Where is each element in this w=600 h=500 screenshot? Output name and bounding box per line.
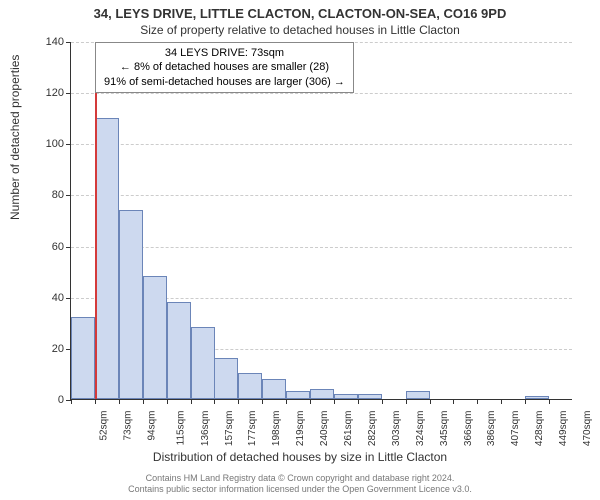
chart-title-address: 34, LEYS DRIVE, LITTLE CLACTON, CLACTON-… — [0, 0, 600, 21]
histogram-bar — [214, 358, 238, 399]
histogram-bar — [262, 379, 286, 399]
property-marker-line — [95, 42, 97, 399]
xtick-mark — [382, 399, 383, 404]
xtick-label: 261sqm — [343, 411, 354, 447]
xtick-label: 157sqm — [224, 411, 235, 447]
histogram-bar — [119, 210, 143, 399]
xtick-label: 240sqm — [319, 411, 330, 447]
license-line1: Contains HM Land Registry data © Crown c… — [0, 473, 600, 485]
ytick-mark — [66, 298, 71, 299]
xtick-mark — [549, 399, 550, 404]
ytick-label: 40 — [36, 292, 64, 304]
xtick-mark — [406, 399, 407, 404]
xtick-label: 52sqm — [99, 411, 110, 441]
xtick-mark — [286, 399, 287, 404]
xtick-label: 324sqm — [415, 411, 426, 447]
xtick-mark — [143, 399, 144, 404]
xtick-mark — [501, 399, 502, 404]
gridline — [71, 247, 572, 248]
histogram-bar — [310, 389, 334, 399]
license-text: Contains HM Land Registry data © Crown c… — [0, 473, 600, 496]
x-axis-label: Distribution of detached houses by size … — [0, 450, 600, 464]
annotation-line1: 34 LEYS DRIVE: 73sqm — [104, 46, 345, 60]
annotation-line2: ← 8% of detached houses are smaller (28) — [104, 60, 345, 74]
ytick-mark — [66, 144, 71, 145]
xtick-mark — [453, 399, 454, 404]
xtick-label: 198sqm — [271, 411, 282, 447]
xtick-mark — [334, 399, 335, 404]
license-line2: Contains public sector information licen… — [0, 484, 600, 496]
ytick-label: 20 — [36, 343, 64, 355]
xtick-label: 303sqm — [391, 411, 402, 447]
ytick-label: 120 — [36, 87, 64, 99]
xtick-label: 470sqm — [582, 411, 593, 447]
xtick-label: 282sqm — [367, 411, 378, 447]
xtick-label: 136sqm — [200, 411, 211, 447]
xtick-label: 115sqm — [175, 411, 186, 446]
xtick-mark — [262, 399, 263, 404]
histogram-bar — [525, 396, 549, 399]
gridline — [71, 93, 572, 94]
xtick-label: 219sqm — [295, 411, 306, 447]
ytick-label: 60 — [36, 241, 64, 253]
ytick-mark — [66, 42, 71, 43]
xtick-label: 407sqm — [510, 411, 521, 447]
histogram-bar — [358, 394, 382, 399]
y-axis-label: Number of detached properties — [8, 55, 22, 220]
xtick-label: 449sqm — [558, 411, 569, 447]
xtick-mark — [477, 399, 478, 404]
xtick-mark — [310, 399, 311, 404]
xtick-label: 345sqm — [439, 411, 450, 447]
histogram-bar — [334, 394, 358, 399]
gridline — [71, 144, 572, 145]
histogram-bar — [95, 118, 119, 399]
xtick-mark — [95, 399, 96, 404]
ytick-label: 80 — [36, 189, 64, 201]
xtick-mark — [191, 399, 192, 404]
xtick-mark — [238, 399, 239, 404]
ytick-label: 140 — [36, 36, 64, 48]
annotation-box: 34 LEYS DRIVE: 73sqm ← 8% of detached ho… — [95, 42, 354, 93]
xtick-mark — [430, 399, 431, 404]
xtick-mark — [119, 399, 120, 404]
ytick-mark — [66, 195, 71, 196]
histogram-bar — [406, 391, 430, 399]
ytick-label: 100 — [36, 138, 64, 150]
xtick-mark — [358, 399, 359, 404]
xtick-mark — [525, 399, 526, 404]
histogram-bar — [191, 327, 215, 399]
histogram-bar — [167, 302, 191, 399]
xtick-label: 73sqm — [123, 411, 134, 441]
xtick-label: 177sqm — [247, 411, 258, 447]
xtick-label: 94sqm — [147, 411, 158, 441]
histogram-bar — [238, 373, 262, 399]
xtick-mark — [167, 399, 168, 404]
gridline — [71, 195, 572, 196]
xtick-label: 366sqm — [463, 411, 474, 447]
histogram-bar — [143, 276, 167, 399]
ytick-label: 0 — [36, 394, 64, 406]
xtick-mark — [214, 399, 215, 404]
xtick-label: 428sqm — [534, 411, 545, 447]
histogram-bar — [71, 317, 95, 399]
xtick-label: 386sqm — [486, 411, 497, 447]
chart-plot-area: 52sqm73sqm94sqm115sqm136sqm157sqm177sqm1… — [70, 42, 572, 400]
annotation-line3: 91% of semi-detached houses are larger (… — [104, 75, 345, 89]
chart-subtitle: Size of property relative to detached ho… — [0, 23, 600, 37]
histogram-bar — [286, 391, 310, 399]
ytick-mark — [66, 247, 71, 248]
xtick-mark — [71, 399, 72, 404]
ytick-mark — [66, 93, 71, 94]
